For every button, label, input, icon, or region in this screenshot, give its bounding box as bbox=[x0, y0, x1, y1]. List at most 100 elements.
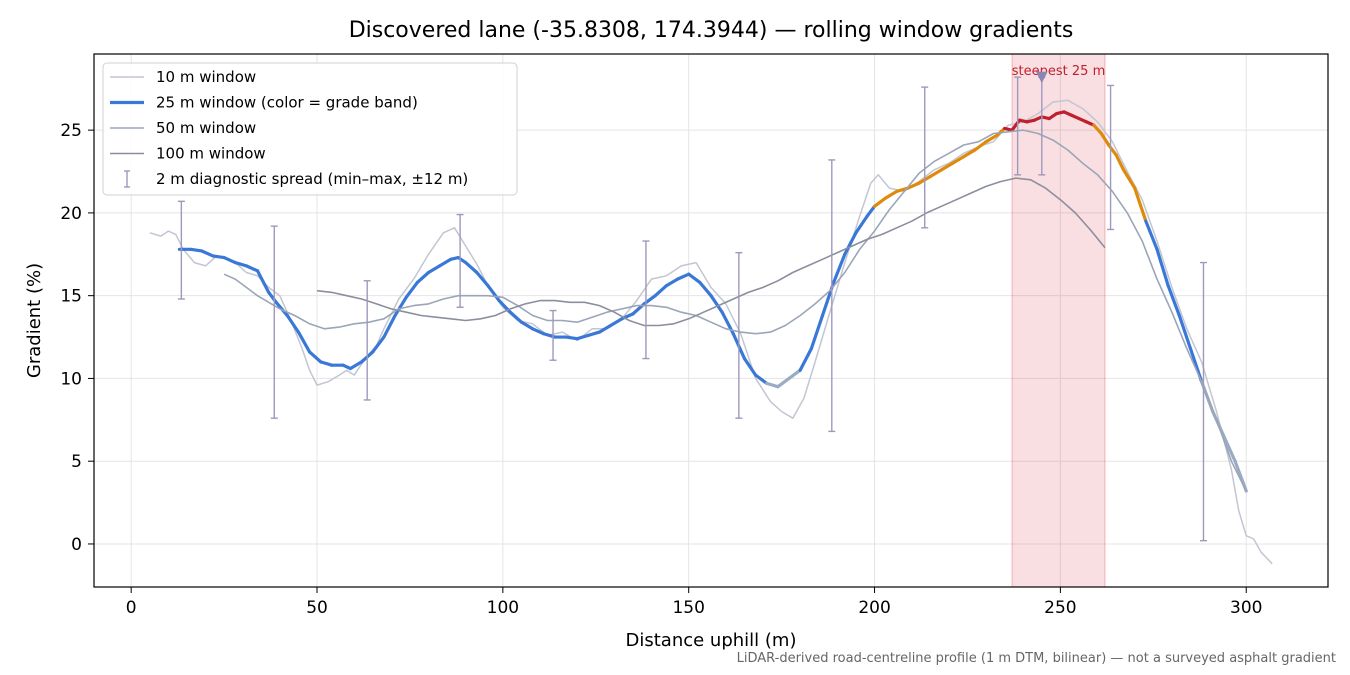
series-segment-25m bbox=[687, 272, 702, 285]
series-segment-25m bbox=[709, 294, 724, 314]
series-segment-25m bbox=[1133, 186, 1148, 223]
series-segment-25m bbox=[319, 360, 334, 367]
legend: 10 m window 25 m window (color = grade ba… bbox=[102, 62, 518, 196]
legend-item: 10 m window bbox=[110, 68, 256, 86]
series-segment-25m bbox=[664, 277, 680, 288]
series-segment-25m bbox=[1166, 284, 1181, 318]
series-segment-25m bbox=[285, 313, 301, 334]
x-tick-label: 150 bbox=[672, 598, 704, 618]
series-segment-25m bbox=[939, 161, 955, 172]
series-segment-25m bbox=[698, 280, 713, 298]
series-segment-25m bbox=[348, 360, 364, 371]
steepest-label: steepest 25 m bbox=[1012, 64, 1105, 79]
series-segment-25m bbox=[382, 313, 397, 339]
series-segment-25m bbox=[371, 335, 386, 354]
series-segment-25m bbox=[675, 272, 691, 281]
error-bar bbox=[549, 309, 557, 361]
series-segment-25m bbox=[1155, 247, 1170, 288]
series-segment-25m bbox=[776, 376, 791, 389]
legend-label: 2 m diagnostic spread (min–max, ±12 m) bbox=[156, 170, 468, 188]
series-segment-25m bbox=[564, 335, 579, 341]
error-bar bbox=[828, 159, 836, 433]
legend-item: 50 m window bbox=[110, 119, 256, 137]
series-segment-25m bbox=[1121, 168, 1137, 190]
legend-label: 10 m window bbox=[156, 68, 256, 86]
series-segment-25m bbox=[962, 148, 977, 159]
y-tick-label: 10 bbox=[60, 369, 82, 389]
series-segment-25m bbox=[995, 126, 1007, 137]
series-segment-25m bbox=[973, 140, 988, 152]
series-segment-25m bbox=[189, 247, 204, 253]
series-segment-25m bbox=[255, 269, 271, 294]
error-bar bbox=[735, 251, 743, 419]
steepest-band bbox=[1011, 53, 1106, 588]
y-axis-label: Gradient (%) bbox=[24, 263, 45, 378]
series-segment-25m bbox=[765, 381, 780, 389]
error-bar bbox=[642, 240, 650, 360]
series-segment-25m bbox=[854, 214, 869, 235]
series-segment-25m bbox=[393, 295, 408, 318]
series-segment-25m bbox=[609, 317, 624, 328]
x-tick-label: 300 bbox=[1230, 598, 1262, 618]
x-axis: 0 50 100 150 200 250 300 bbox=[126, 587, 1262, 618]
footnote: LiDAR-derived road-centreline profile (1… bbox=[736, 651, 1336, 666]
legend-label: 100 m window bbox=[156, 145, 266, 163]
series-segment-25m bbox=[1092, 123, 1103, 136]
series-segment-25m bbox=[843, 231, 858, 256]
series-segment-25m bbox=[1099, 131, 1111, 147]
error-bar bbox=[1199, 261, 1207, 542]
series-segment-25m bbox=[865, 204, 877, 218]
series-segment-25m bbox=[486, 284, 501, 303]
y-tick-label: 5 bbox=[71, 452, 82, 472]
series-segment-25m bbox=[1222, 434, 1237, 463]
error-bar bbox=[363, 280, 371, 401]
series-segment-25m bbox=[575, 333, 590, 341]
error-bar bbox=[177, 200, 185, 300]
series-segment-25m bbox=[754, 373, 769, 386]
peak-marker bbox=[1035, 71, 1048, 84]
series-segment-25m bbox=[787, 368, 802, 381]
series-segment-25m bbox=[244, 264, 260, 273]
series-segment-25m bbox=[1114, 153, 1126, 172]
series-segment-25m bbox=[307, 350, 323, 364]
y-axis: 0 5 10 15 20 25 bbox=[60, 121, 94, 555]
series-segment-25m bbox=[438, 257, 453, 268]
legend-label: 50 m window bbox=[156, 119, 256, 137]
x-tick-label: 200 bbox=[858, 598, 890, 618]
series-segment-25m bbox=[200, 249, 215, 258]
x-axis-label: Distance uphill (m) bbox=[626, 630, 797, 651]
y-tick-label: 0 bbox=[71, 535, 82, 555]
legend-item: 2 m diagnostic spread (min–max, ±12 m) bbox=[124, 170, 468, 188]
series-segment-25m bbox=[475, 270, 490, 288]
series-segment-25m bbox=[597, 323, 613, 334]
series-segment-25m bbox=[1144, 219, 1159, 251]
series-segment-25m bbox=[222, 255, 237, 265]
series-segment-25m bbox=[415, 270, 431, 285]
series-segment-25m bbox=[906, 181, 921, 190]
chart-title: Discovered lane (-35.8308, 174.3944) — r… bbox=[348, 18, 1074, 43]
error-bar bbox=[1107, 84, 1115, 231]
series-segment-25m bbox=[809, 313, 825, 351]
legend-item: 25 m window (color = grade band) bbox=[110, 94, 418, 112]
legend-label: 25 m window (color = grade band) bbox=[156, 94, 418, 112]
error-bar bbox=[921, 86, 929, 229]
series-segment-25m bbox=[798, 347, 813, 372]
series-segment-25m bbox=[1177, 313, 1193, 351]
series-segment-25m bbox=[832, 252, 847, 285]
series-segment-25m bbox=[884, 189, 899, 200]
series-segment-25m bbox=[653, 284, 668, 298]
series-segment-25m bbox=[233, 260, 248, 268]
series-segment-25m bbox=[267, 290, 278, 304]
series-segment-25m bbox=[508, 310, 524, 324]
series-segment-25m bbox=[950, 155, 966, 165]
plot-frame bbox=[93, 53, 1329, 588]
series-segment-25m bbox=[296, 330, 312, 354]
series-segment-25m bbox=[586, 330, 602, 337]
error-bars-layer bbox=[177, 76, 1207, 542]
series-line-10m bbox=[149, 99, 1273, 565]
series-segment-25m bbox=[404, 280, 419, 299]
error-bar bbox=[1014, 76, 1022, 176]
x-tick-label: 100 bbox=[487, 598, 519, 618]
series-segment-25m bbox=[426, 264, 442, 275]
